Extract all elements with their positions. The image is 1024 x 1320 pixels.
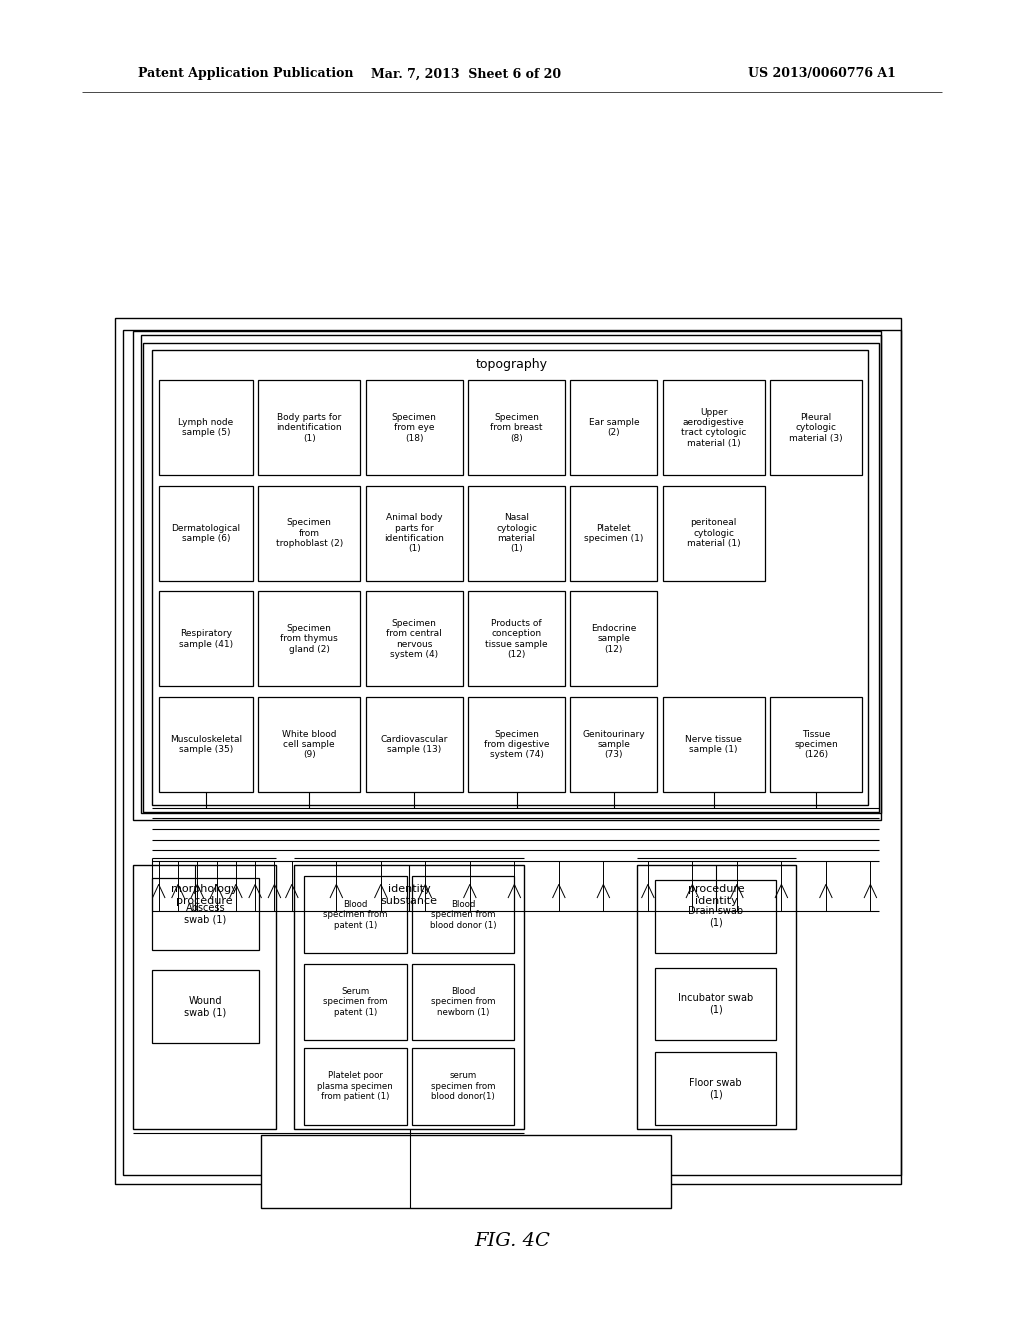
Bar — [304, 964, 407, 1040]
Text: Floor swab
(1): Floor swab (1) — [689, 1077, 742, 1100]
Bar — [655, 880, 776, 953]
Bar — [159, 591, 253, 686]
Bar — [294, 865, 524, 1129]
Text: Blood
specimen from
patent (1): Blood specimen from patent (1) — [324, 900, 387, 929]
Bar — [159, 380, 253, 475]
Bar — [366, 591, 463, 686]
Bar — [366, 486, 463, 581]
Bar — [366, 380, 463, 475]
Bar — [261, 1135, 671, 1208]
Bar — [770, 697, 862, 792]
Bar — [366, 697, 463, 792]
Bar — [159, 697, 253, 792]
Bar — [570, 697, 657, 792]
Text: Genitourinary
sample
(73): Genitourinary sample (73) — [583, 730, 645, 759]
Text: Respiratory
sample (41): Respiratory sample (41) — [179, 630, 232, 648]
Text: procedure
identity: procedure identity — [688, 884, 744, 906]
Bar — [412, 964, 514, 1040]
Text: Nerve tissue
sample (1): Nerve tissue sample (1) — [685, 735, 742, 754]
Bar — [133, 331, 881, 820]
Text: Tissue
specimen
(126): Tissue specimen (126) — [795, 730, 838, 759]
Text: Specimen
from thymus
gland (2): Specimen from thymus gland (2) — [281, 624, 338, 653]
Bar — [412, 1048, 514, 1125]
Text: Cardiovascular
sample (13): Cardiovascular sample (13) — [381, 735, 447, 754]
Bar — [258, 380, 360, 475]
Bar — [159, 486, 253, 581]
Bar — [143, 343, 879, 812]
Bar — [468, 697, 565, 792]
Bar — [570, 486, 657, 581]
Text: Animal body
parts for
identification
(1): Animal body parts for identification (1) — [384, 513, 444, 553]
Text: Mar. 7, 2013  Sheet 6 of 20: Mar. 7, 2013 Sheet 6 of 20 — [371, 67, 561, 81]
Text: Platelet
specimen (1): Platelet specimen (1) — [585, 524, 643, 543]
Text: identity
substance: identity substance — [381, 884, 437, 906]
Text: FIG. 4C: FIG. 4C — [474, 1232, 550, 1250]
Bar — [152, 350, 868, 805]
Bar — [133, 865, 276, 1129]
Text: Dermatological
sample (6): Dermatological sample (6) — [171, 524, 241, 543]
Text: peritoneal
cytologic
material (1): peritoneal cytologic material (1) — [687, 519, 740, 548]
Text: Endocrine
sample
(12): Endocrine sample (12) — [591, 624, 637, 653]
Text: Wound
swab (1): Wound swab (1) — [184, 995, 226, 1018]
Text: Ear sample
(2): Ear sample (2) — [589, 418, 639, 437]
Bar — [637, 865, 796, 1129]
Text: Upper
aerodigestive
tract cytologic
material (1): Upper aerodigestive tract cytologic mate… — [681, 408, 746, 447]
Bar — [570, 380, 657, 475]
Text: Serum
specimen from
patent (1): Serum specimen from patent (1) — [324, 987, 387, 1016]
Text: US 2013/0060776 A1: US 2013/0060776 A1 — [749, 67, 896, 81]
Text: morphology
procedure: morphology procedure — [171, 884, 239, 906]
Bar — [468, 591, 565, 686]
Text: Musculoskeletal
sample (35): Musculoskeletal sample (35) — [170, 735, 242, 754]
Text: Patent Application Publication: Patent Application Publication — [138, 67, 353, 81]
Bar — [123, 330, 901, 1175]
Bar — [770, 380, 862, 475]
Bar — [468, 486, 565, 581]
Text: Specimen
from eye
(18): Specimen from eye (18) — [392, 413, 436, 442]
Text: Specimen
from breast
(8): Specimen from breast (8) — [490, 413, 543, 442]
Bar — [655, 1052, 776, 1125]
Text: Incubator swab
(1): Incubator swab (1) — [678, 993, 754, 1015]
Text: Blood
specimen from
newborn (1): Blood specimen from newborn (1) — [431, 987, 495, 1016]
Bar — [115, 318, 901, 1184]
Text: Pleural
cytologic
material (3): Pleural cytologic material (3) — [790, 413, 843, 442]
Bar — [468, 380, 565, 475]
Bar — [663, 486, 765, 581]
Text: Blood
specimen from
blood donor (1): Blood specimen from blood donor (1) — [430, 900, 496, 929]
Text: White blood
cell sample
(9): White blood cell sample (9) — [282, 730, 337, 759]
Bar — [152, 878, 259, 950]
Text: Lymph node
sample (5): Lymph node sample (5) — [178, 418, 233, 437]
Bar — [258, 697, 360, 792]
Bar — [152, 970, 259, 1043]
Text: Drain swab
(1): Drain swab (1) — [688, 906, 743, 928]
Text: Specimen
from
trophoblast (2): Specimen from trophoblast (2) — [275, 519, 343, 548]
Text: Abscess
swab (1): Abscess swab (1) — [184, 903, 226, 925]
Bar — [663, 380, 765, 475]
Text: Specimen
from digestive
system (74): Specimen from digestive system (74) — [484, 730, 549, 759]
Text: topography: topography — [476, 358, 548, 371]
Bar — [570, 591, 657, 686]
Bar — [304, 876, 407, 953]
Text: Specimen
from central
nervous
system (4): Specimen from central nervous system (4) — [386, 619, 442, 659]
Bar — [412, 876, 514, 953]
Text: serum
specimen from
blood donor(1): serum specimen from blood donor(1) — [431, 1072, 495, 1101]
Bar — [304, 1048, 407, 1125]
Bar — [663, 697, 765, 792]
Text: Body parts for
indentification
(1): Body parts for indentification (1) — [276, 413, 342, 442]
Bar — [258, 486, 360, 581]
Text: Nasal
cytologic
material
(1): Nasal cytologic material (1) — [496, 513, 538, 553]
Bar — [655, 968, 776, 1040]
Text: Products of
conception
tissue sample
(12): Products of conception tissue sample (12… — [485, 619, 548, 659]
Text: Platelet poor
plasma specimen
from patient (1): Platelet poor plasma specimen from patie… — [317, 1072, 393, 1101]
Bar — [141, 335, 881, 813]
Bar — [258, 591, 360, 686]
